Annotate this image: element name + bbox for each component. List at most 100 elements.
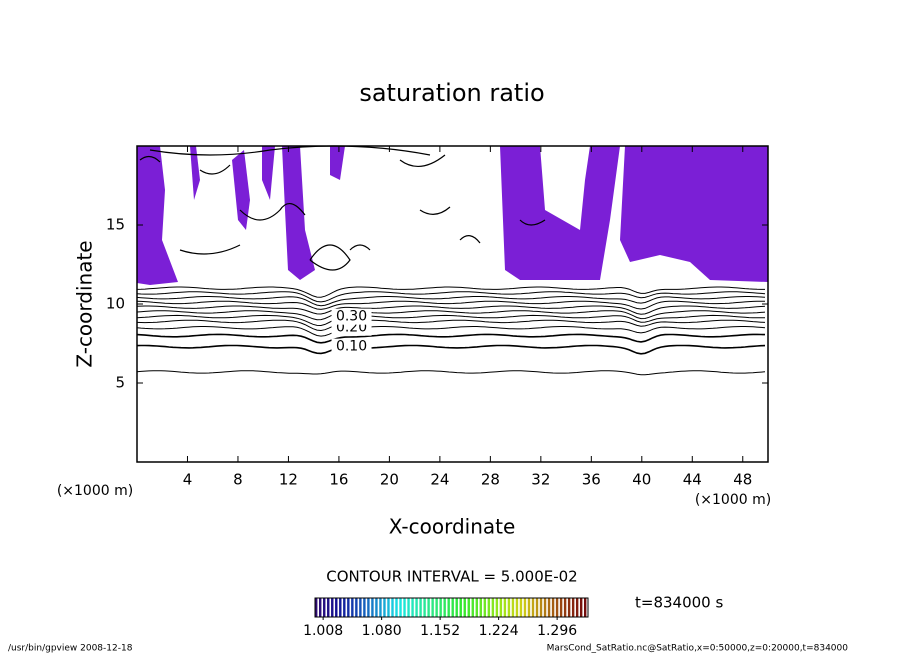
colorbar-stripe bbox=[491, 598, 495, 617]
x-tick-label: 32 bbox=[531, 471, 550, 489]
colorbar-stripe bbox=[367, 598, 370, 617]
colorbar-stripe bbox=[435, 598, 438, 617]
colorbar-stripe bbox=[375, 598, 378, 617]
noise bbox=[139, 145, 546, 271]
y-tick-label: 5 bbox=[115, 374, 125, 392]
contour-line bbox=[136, 333, 766, 344]
noise-contours bbox=[139, 145, 546, 271]
y-tick-label: 10 bbox=[106, 295, 125, 313]
colorbar-tick-label: 1.296 bbox=[537, 623, 577, 639]
colorbar-stripe bbox=[499, 598, 503, 617]
colorbar-stripe bbox=[451, 598, 454, 617]
colorbar-stripe bbox=[423, 598, 426, 617]
colorbar-stripe bbox=[571, 598, 575, 617]
colorbar-stripe bbox=[527, 598, 531, 617]
colorbar-tick-label: 1.080 bbox=[362, 623, 402, 639]
shade bbox=[137, 146, 178, 285]
x-tick-label: 36 bbox=[582, 471, 601, 489]
colorbar-stripe bbox=[407, 598, 410, 617]
colorbar-stripe bbox=[471, 598, 474, 617]
colorbar-stripe bbox=[547, 598, 551, 617]
colorbar-stripe bbox=[543, 598, 547, 617]
colorbar-stripe bbox=[463, 598, 466, 617]
colorbar-tick-label: 1.152 bbox=[420, 623, 460, 639]
x-tick-label: 40 bbox=[632, 471, 651, 489]
colorbar-stripe bbox=[387, 598, 390, 617]
colorbar-stripe bbox=[399, 598, 402, 617]
contour-line bbox=[136, 300, 766, 310]
colorbar-stripe bbox=[579, 598, 583, 617]
time-label: t=834000 s bbox=[635, 594, 723, 612]
shade bbox=[330, 146, 345, 180]
x-unit: (×1000 m) bbox=[695, 492, 771, 508]
colorbar-stripe bbox=[347, 598, 350, 617]
contour-label-bg bbox=[331, 308, 372, 325]
footer-right: MarsCond_SatRatio.nc@SatRatio,x=0:50000,… bbox=[547, 644, 849, 654]
colorbar-stripe bbox=[395, 598, 398, 617]
y-tick-label: 15 bbox=[106, 216, 125, 234]
colorbar-stripe bbox=[519, 598, 523, 617]
colorbar-stripe bbox=[455, 598, 458, 617]
x-tick-label: 28 bbox=[481, 471, 500, 489]
shaded-regions bbox=[137, 146, 768, 285]
colorbar-frame bbox=[314, 597, 589, 618]
colorbar-stripe bbox=[427, 598, 430, 617]
colorbar-stripe bbox=[563, 598, 567, 617]
colorbar-stripe bbox=[355, 598, 358, 617]
colorbar-stripe bbox=[327, 598, 330, 617]
colorbar-stripe bbox=[339, 598, 342, 617]
colorbar-stripe bbox=[447, 598, 450, 617]
colorbar-stripe bbox=[479, 598, 483, 617]
footer-left: /usr/bin/gpview 2008-12-18 bbox=[8, 644, 133, 654]
contour-interval: CONTOUR INTERVAL = 5.000E-02 bbox=[326, 568, 577, 586]
colorbar-stripe bbox=[483, 598, 487, 617]
colorbar-stripe bbox=[323, 598, 326, 617]
x-tick-label: 48 bbox=[733, 471, 752, 489]
colorbar-stripe bbox=[371, 598, 374, 617]
colorbar-stripe bbox=[567, 598, 571, 617]
shade bbox=[190, 146, 200, 200]
colorbar-stripe bbox=[487, 598, 491, 617]
shade bbox=[282, 146, 315, 280]
colorbar-stripe bbox=[523, 598, 527, 617]
contour-line bbox=[136, 314, 766, 327]
x-tick-label: 44 bbox=[683, 471, 702, 489]
colorbar-stripe bbox=[383, 598, 386, 617]
colorbar-stripe bbox=[439, 598, 442, 617]
colorbar-stripe bbox=[515, 598, 519, 617]
colorbar-stripe bbox=[507, 598, 511, 617]
colorbar-stripe bbox=[503, 598, 507, 617]
shade bbox=[500, 146, 620, 280]
y-axis-label: Z-coordinate bbox=[73, 240, 97, 367]
colorbar-stripe bbox=[415, 598, 418, 617]
colorbar-stripe bbox=[535, 598, 539, 617]
colorbar-stripe bbox=[443, 598, 446, 617]
x-tick-label: 20 bbox=[380, 471, 399, 489]
y-unit: (×1000 m) bbox=[57, 483, 133, 499]
contour-line bbox=[136, 305, 766, 315]
colorbar-stripe bbox=[467, 598, 470, 617]
colorbar-stripe bbox=[403, 598, 406, 617]
contour-line bbox=[136, 286, 765, 298]
colorbar-stripe bbox=[459, 598, 462, 617]
contour-line bbox=[136, 310, 766, 321]
shade bbox=[262, 146, 275, 200]
colorbar-stripe bbox=[363, 598, 366, 617]
shade bbox=[232, 150, 250, 230]
colorbar-stripe bbox=[419, 598, 422, 617]
contour-line bbox=[136, 319, 766, 332]
colorbar-stripe bbox=[343, 598, 346, 617]
x-tick-label: 16 bbox=[329, 471, 348, 489]
colorbar-stripe bbox=[411, 598, 414, 617]
colorbar-stripe bbox=[335, 598, 338, 617]
colorbar-stripe bbox=[391, 598, 394, 617]
colorbar-stripe bbox=[575, 598, 579, 617]
colorbar-stripe bbox=[551, 598, 555, 617]
shade bbox=[620, 146, 768, 282]
colorbar-stripe bbox=[319, 598, 322, 617]
colorbar-stripe bbox=[495, 598, 499, 617]
contour-line bbox=[136, 326, 766, 337]
x-tick-label: 4 bbox=[183, 471, 193, 489]
colorbar-stripe bbox=[531, 598, 535, 617]
chart-title: saturation ratio bbox=[359, 79, 544, 107]
